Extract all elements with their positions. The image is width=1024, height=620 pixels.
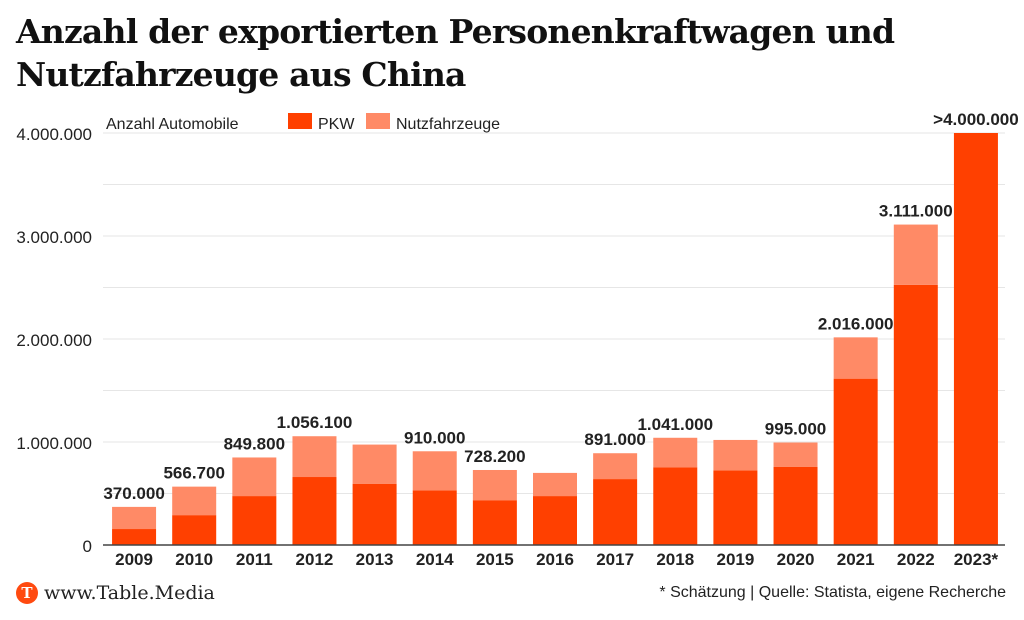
data-label: >4.000.000 [933, 110, 1019, 129]
x-tick-label: 2014 [416, 550, 454, 569]
x-tick-label: 2011 [236, 550, 273, 569]
bar-segment-pkw [292, 477, 337, 545]
source-note: * Schätzung | Quelle: Statista, eigene R… [659, 584, 1006, 601]
bar-segment-nutzfahrzeuge [773, 442, 818, 467]
data-label: 995.000 [765, 420, 826, 439]
bar-segment-pkw [232, 496, 277, 545]
x-tick-label: 2018 [656, 550, 694, 569]
data-label: 910.000 [404, 428, 465, 447]
y-tick-label: 0 [83, 537, 92, 556]
bar-segment-nutzfahrzeuge [713, 439, 758, 471]
bar-segment-nutzfahrzeuge [292, 436, 337, 478]
x-tick-label: 2012 [296, 550, 334, 569]
bar-segment-nutzfahrzeuge [593, 453, 638, 480]
bar-segment-pkw [953, 133, 998, 545]
x-tick-label: 2019 [716, 550, 754, 569]
legend-label-nutzfahrzeuge: Nutzfahrzeuge [396, 116, 500, 133]
bar-segment-nutzfahrzeuge [412, 451, 457, 491]
y-tick-label: 3.000.000 [16, 228, 92, 247]
x-tick-label: 2013 [356, 550, 394, 569]
x-tick-label: 2023* [954, 550, 999, 569]
bar-segment-pkw [833, 378, 878, 545]
y-tick-label: 4.000.000 [16, 125, 92, 144]
bar-segment-pkw [653, 467, 698, 545]
data-label: 849.800 [224, 434, 285, 453]
bar-segment-nutzfahrzeuge [112, 506, 157, 530]
data-label: 891.000 [584, 430, 645, 449]
table-media-logo-icon: T [16, 582, 38, 604]
data-label: 728.200 [464, 447, 525, 466]
bar-segment-nutzfahrzeuge [893, 224, 938, 285]
bar-segment-nutzfahrzeuge [352, 444, 397, 484]
x-axis-ticks: 2009 2010 2011 2012 2013 2014 2015 2016 2017 2018… [115, 550, 998, 569]
bar-segment-pkw [412, 490, 457, 545]
bars [112, 133, 998, 545]
bar-segment-nutzfahrzeuge [172, 486, 217, 516]
site-link[interactable]: www.Table.Media [44, 582, 215, 604]
bar-segment-pkw [893, 284, 938, 545]
data-label: 1.041.000 [637, 415, 713, 434]
data-label: 566.700 [163, 464, 224, 483]
legend: Anzahl Automobile PKW Nutzfahrzeuge [106, 113, 500, 133]
data-label: 2.016.000 [818, 314, 894, 333]
y-tick-label: 1.000.000 [16, 434, 92, 453]
legend-label-pkw: PKW [318, 116, 355, 133]
bar-segment-pkw [713, 470, 758, 545]
bar-segment-nutzfahrzeuge [653, 437, 698, 468]
x-tick-label: 2016 [536, 550, 574, 569]
data-label: 3.111.000 [879, 202, 953, 221]
bar-segment-pkw [593, 479, 638, 545]
y-axis-label: Anzahl Automobile [106, 116, 239, 133]
bar-segment-nutzfahrzeuge [833, 337, 878, 379]
x-tick-label: 2010 [175, 550, 213, 569]
legend-swatch-pkw [288, 113, 312, 129]
x-tick-label: 2017 [596, 550, 634, 569]
data-label: 370.000 [103, 484, 164, 503]
bar-segment-nutzfahrzeuge [533, 472, 577, 497]
data-label: 1.056.100 [277, 413, 353, 432]
bar-segment-pkw [172, 515, 217, 545]
bar-segment-pkw [112, 529, 157, 545]
y-tick-label: 2.000.000 [16, 331, 92, 350]
bar-segment-nutzfahrzeuge [232, 457, 277, 497]
x-tick-label: 2021 [837, 550, 875, 569]
x-tick-label: 2015 [476, 550, 514, 569]
chart-title: Anzahl der exportierten Personenkraftwag… [16, 12, 895, 94]
x-tick-label: 2009 [115, 550, 153, 569]
bar-segment-pkw [352, 483, 397, 545]
bar-segment-pkw [773, 466, 818, 545]
x-tick-label: 2020 [777, 550, 815, 569]
legend-swatch-nutzfahrzeuge [366, 113, 390, 129]
brand: T www.Table.Media [16, 582, 215, 604]
x-tick-label: 2022 [897, 550, 935, 569]
y-axis-ticks: 0 1.000.000 2.000.000 3.000.000 4.000.000 [16, 125, 92, 556]
bar-segment-pkw [533, 496, 577, 545]
bar-segment-nutzfahrzeuge [472, 469, 517, 501]
bar-segment-pkw [472, 500, 517, 545]
